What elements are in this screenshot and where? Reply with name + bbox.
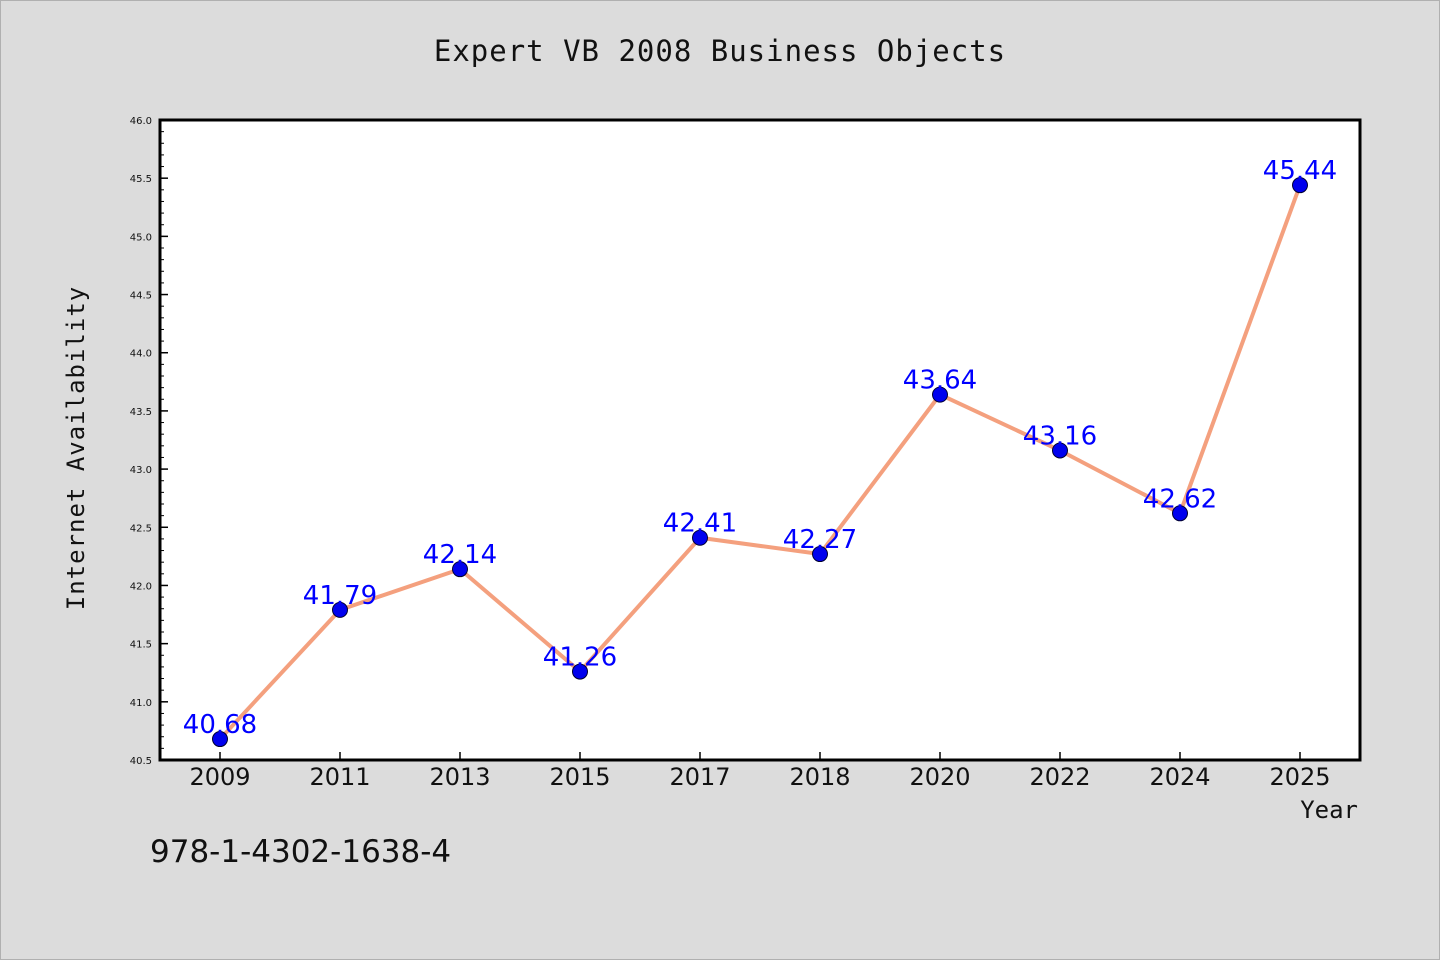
x-tick-label: 2013: [429, 763, 490, 791]
y-tick-label: 45.5: [130, 174, 152, 185]
data-point: [1172, 505, 1188, 522]
y-tick-label: 44.5: [130, 291, 152, 302]
data-label: 43.16: [1023, 421, 1097, 451]
y-tick-label: 40.5: [130, 756, 152, 767]
data-point: [1052, 442, 1068, 459]
y-tick-label: 42.5: [130, 523, 152, 534]
data-label: 45.44: [1263, 156, 1337, 186]
x-axis-label: Year: [1300, 796, 1358, 824]
x-tick-label: 2018: [789, 763, 850, 791]
data-point: [812, 546, 828, 563]
y-tick-label: 43.5: [130, 407, 152, 418]
chart-title: Expert VB 2008 Business Objects: [433, 34, 1007, 68]
x-tick-label: 2022: [1029, 763, 1090, 791]
data-label: 43.64: [903, 366, 977, 396]
x-tick-label: 2017: [669, 763, 730, 791]
y-tick-label: 45.0: [130, 232, 152, 243]
x-tick-label: 2011: [309, 763, 370, 791]
x-tick-label: 2009: [189, 763, 250, 791]
y-tick-label: 43.0: [130, 465, 152, 476]
data-label: 41.26: [543, 643, 617, 673]
y-tick-label: 44.0: [130, 349, 152, 360]
data-labels: 40.68 41.79 42.14 41.26 42.41 42.27 43.64 43.16…: [183, 156, 1337, 740]
data-label: 42.27: [783, 525, 857, 555]
data-point: [332, 601, 348, 618]
data-point: [212, 731, 228, 748]
y-axis: 40.5 41.0 41.5 42.0 42.5 43.0 43.5 44.0 44.5 45.0…: [130, 116, 168, 767]
y-tick-label: 46.0: [130, 116, 152, 127]
data-point: [452, 561, 468, 578]
x-tick-label: 2020: [909, 763, 970, 791]
x-tick-label: 2025: [1269, 763, 1330, 791]
data-point: [572, 663, 588, 680]
data-label: 41.79: [303, 581, 377, 611]
x-tick-label: 2024: [1149, 763, 1210, 791]
isbn-footnote: 978-1-4302-1638-4: [150, 834, 452, 870]
y-tick-label: 42.0: [130, 581, 152, 592]
data-point: [692, 529, 708, 546]
data-label: 40.68: [183, 710, 257, 740]
plot-area: [158, 118, 1362, 762]
data-point: [1292, 177, 1308, 194]
data-point: [932, 386, 948, 403]
series-markers: [212, 177, 1308, 748]
data-label: 42.41: [663, 509, 737, 539]
y-tick-label: 41.0: [130, 698, 152, 709]
data-label: 42.62: [1143, 484, 1217, 514]
y-tick-label: 41.5: [130, 640, 152, 651]
series-line: [218, 183, 1302, 742]
x-tick-label: 2015: [549, 763, 610, 791]
data-label: 42.14: [423, 540, 497, 570]
x-axis: 2009 2011 2013 2015 2017 2018 2020 2022 2024 2025: [189, 752, 1331, 791]
